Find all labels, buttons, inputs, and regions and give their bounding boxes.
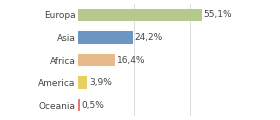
Text: 16,4%: 16,4% [117, 55, 145, 65]
Bar [78, 9, 202, 21]
Bar [78, 31, 133, 44]
Bar [78, 54, 115, 66]
Bar [78, 76, 87, 89]
Text: 55,1%: 55,1% [204, 10, 232, 19]
Bar [78, 99, 80, 111]
Text: 3,9%: 3,9% [89, 78, 112, 87]
Text: 24,2%: 24,2% [134, 33, 163, 42]
Text: 0,5%: 0,5% [81, 101, 104, 110]
